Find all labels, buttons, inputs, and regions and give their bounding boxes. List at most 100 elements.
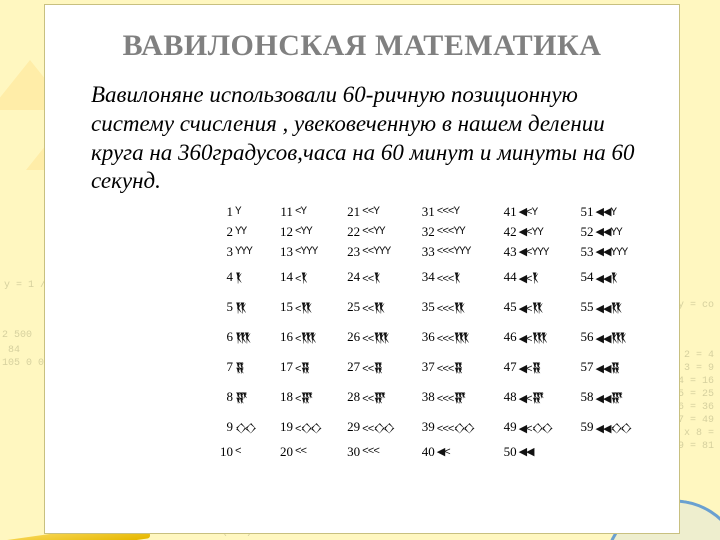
- numeral-glyph: <<<𒐞: [437, 262, 497, 292]
- slide-body-text: Вавилоняне использовали 60-ричную позици…: [73, 81, 651, 196]
- numeral-glyph: <<<: [362, 442, 415, 462]
- numeral-index: 57: [574, 352, 596, 382]
- numeral-row: 4𒐞14<𒐞24<<𒐞34<<<𒐞44◀<𒐞54◀◀𒐞: [213, 262, 653, 292]
- babylonian-numerals-table: 1Y11<Y21<<Y31<<<Y41◀<Y51◀◀Y2YY12<YY22<<Y…: [213, 202, 653, 462]
- numeral-glyph: <<𒐣: [362, 412, 415, 442]
- numeral-glyph: ◀◀𒐣: [596, 412, 653, 442]
- numeral-index: 10: [213, 442, 235, 462]
- numeral-index: 36: [415, 322, 437, 352]
- numeral-index: 53: [574, 242, 596, 262]
- numeral-glyph: <<YYY: [362, 242, 415, 262]
- numeral-glyph: ◀◀Y: [596, 202, 653, 222]
- numeral-index: 40: [415, 442, 437, 462]
- numeral-glyph: <<YY: [362, 222, 415, 242]
- numeral-glyph: [596, 442, 653, 462]
- numeral-index: 15: [273, 292, 295, 322]
- numeral-glyph: 𒐡: [235, 352, 273, 382]
- numeral-index: 8: [213, 382, 235, 412]
- numeral-glyph: <𒐞: [295, 262, 340, 292]
- numeral-index: 12: [273, 222, 295, 242]
- numeral-index: 59: [574, 412, 596, 442]
- numeral-glyph: ◀<𒐞: [519, 262, 574, 292]
- numeral-glyph: ◀<𒐟: [519, 292, 574, 322]
- numeral-row: 5𒐟15<𒐟25<<𒐟35<<<𒐟45◀<𒐟55◀◀𒐟: [213, 292, 653, 322]
- numeral-index: 6: [213, 322, 235, 352]
- numeral-index: 22: [340, 222, 362, 242]
- numeral-row: 2YY12<YY22<<YY32<<<YY42◀<YY52◀◀YY: [213, 222, 653, 242]
- numeral-index: 51: [574, 202, 596, 222]
- numeral-glyph: ◀<YYY: [519, 242, 574, 262]
- numeral-index: 18: [273, 382, 295, 412]
- numeral-index: 48: [497, 382, 519, 412]
- numeral-index: 28: [340, 382, 362, 412]
- numeral-glyph: ◀◀𒐟: [596, 292, 653, 322]
- numeral-glyph: <𒐢: [295, 382, 340, 412]
- numeral-index: 42: [497, 222, 519, 242]
- numeral-index: 39: [415, 412, 437, 442]
- numeral-index: 33: [415, 242, 437, 262]
- numeral-index: 7: [213, 352, 235, 382]
- numeral-index: 26: [340, 322, 362, 352]
- numeral-row: 8𒐢18<𒐢28<<𒐢38<<<𒐢48◀<𒐢58◀◀𒐢: [213, 382, 653, 412]
- numeral-glyph: <<: [295, 442, 340, 462]
- numeral-glyph: ◀<𒐠: [519, 322, 574, 352]
- numeral-glyph: ◀<𒐡: [519, 352, 574, 382]
- numeral-glyph: ◀◀: [519, 442, 574, 462]
- numeral-glyph: <<𒐟: [362, 292, 415, 322]
- numeral-index: [574, 442, 596, 462]
- numeral-glyph: <<<𒐣: [437, 412, 497, 442]
- numeral-row: 9𒐣19<𒐣29<<𒐣39<<<𒐣49◀<𒐣59◀◀𒐣: [213, 412, 653, 442]
- numeral-glyph: <<𒐢: [362, 382, 415, 412]
- numeral-index: 11: [273, 202, 295, 222]
- numeral-index: 44: [497, 262, 519, 292]
- numeral-index: 13: [273, 242, 295, 262]
- numeral-glyph: <<𒐠: [362, 322, 415, 352]
- numeral-row: 7𒐡17<𒐡27<<𒐡37<<<𒐡47◀<𒐡57◀◀𒐡: [213, 352, 653, 382]
- numeral-glyph: ◀<𒐢: [519, 382, 574, 412]
- numeral-glyph: ◀◀𒐞: [596, 262, 653, 292]
- numeral-glyph: <: [235, 442, 273, 462]
- numeral-glyph: <<<YY: [437, 222, 497, 242]
- numeral-index: 38: [415, 382, 437, 412]
- numeral-index: 21: [340, 202, 362, 222]
- content-paper: ВАВИЛОНСКАЯ МАТЕМАТИКА Вавилоняне исполь…: [44, 4, 680, 534]
- numeral-index: 41: [497, 202, 519, 222]
- numeral-index: 14: [273, 262, 295, 292]
- numeral-glyph: <𒐣: [295, 412, 340, 442]
- numeral-index: 37: [415, 352, 437, 382]
- numeral-index: 4: [213, 262, 235, 292]
- numeral-index: 56: [574, 322, 596, 352]
- numeral-glyph: 𒐞: [235, 262, 273, 292]
- numeral-glyph: <𒐡: [295, 352, 340, 382]
- numeral-glyph: <𒐠: [295, 322, 340, 352]
- slide-title: ВАВИЛОНСКАЯ МАТЕМАТИКА: [73, 29, 651, 63]
- numeral-index: 52: [574, 222, 596, 242]
- numeral-glyph: <<<𒐟: [437, 292, 497, 322]
- numeral-index: 24: [340, 262, 362, 292]
- numeral-glyph: YYY: [235, 242, 273, 262]
- numeral-glyph: <<<YYY: [437, 242, 497, 262]
- numeral-glyph: <<<Y: [437, 202, 497, 222]
- numeral-glyph: <YYY: [295, 242, 340, 262]
- numeral-glyph: ◀<YY: [519, 222, 574, 242]
- numeral-index: 3: [213, 242, 235, 262]
- numeral-row: 6𒐠16<𒐠26<<𒐠36<<<𒐠46◀<𒐠56◀◀𒐠: [213, 322, 653, 352]
- numeral-index: 25: [340, 292, 362, 322]
- numeral-row: 3YYY13<YYY23<<YYY33<<<YYY43◀<YYY53◀◀YYY: [213, 242, 653, 262]
- numeral-index: 55: [574, 292, 596, 322]
- numeral-index: 17: [273, 352, 295, 382]
- numeral-index: 16: [273, 322, 295, 352]
- numeral-index: 34: [415, 262, 437, 292]
- numeral-index: 45: [497, 292, 519, 322]
- numeral-index: 23: [340, 242, 362, 262]
- numeral-index: 2: [213, 222, 235, 242]
- numeral-glyph: ◀◀YY: [596, 222, 653, 242]
- numeral-glyph: <YY: [295, 222, 340, 242]
- numeral-glyph: ◀◀𒐠: [596, 322, 653, 352]
- numeral-index: 1: [213, 202, 235, 222]
- numeral-index: 31: [415, 202, 437, 222]
- numeral-index: 43: [497, 242, 519, 262]
- numeral-glyph: ◀◀𒐢: [596, 382, 653, 412]
- numeral-glyph: <<<𒐠: [437, 322, 497, 352]
- numeral-index: 9: [213, 412, 235, 442]
